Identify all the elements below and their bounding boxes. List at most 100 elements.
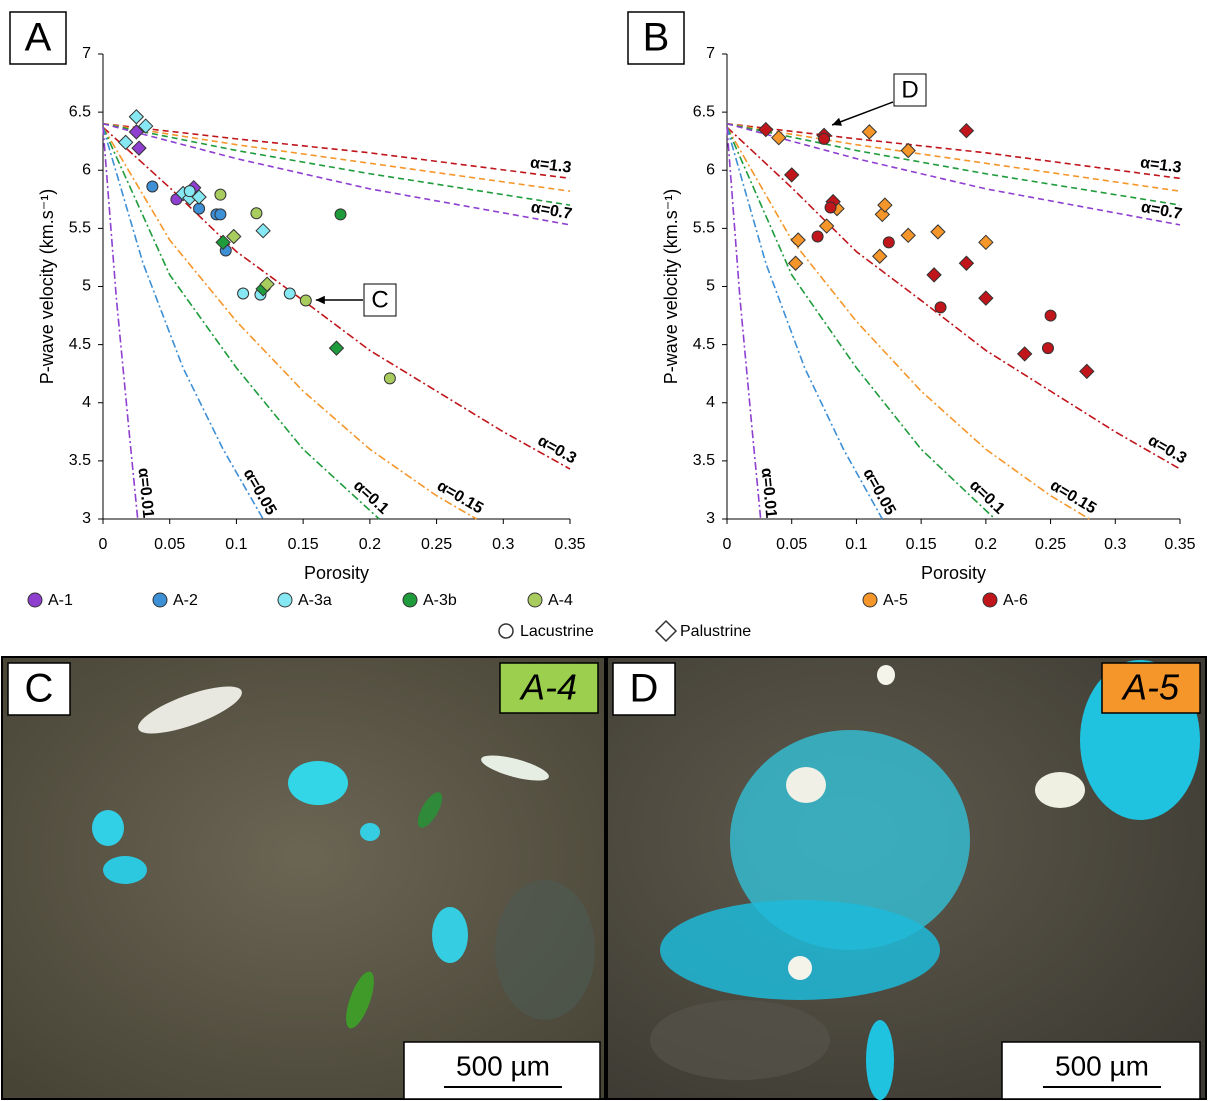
micrograph-c: C A-4 500 µm [1, 656, 606, 1100]
x-tick-label: 0.1 [845, 536, 867, 553]
x-tick-label: 0.05 [776, 536, 807, 553]
panel-box [9, 11, 67, 65]
legend-diamond [654, 619, 678, 643]
y-tick-label: 3.5 [69, 452, 91, 469]
x-tick-label: 0.25 [1035, 536, 1066, 553]
model-curve [102, 126, 478, 520]
marker-circle [193, 202, 206, 215]
legend-marker [527, 592, 543, 608]
y-tick-label: 7 [82, 45, 91, 62]
marker-diamond [226, 228, 242, 245]
marker-diamond [930, 224, 946, 240]
curve-label: α=0.01 [758, 467, 780, 519]
panel-label: D [630, 667, 659, 711]
x-tick-label: 0 [99, 536, 108, 553]
marker-circle [283, 287, 296, 300]
marker-circle [811, 230, 824, 243]
y-tick-label: 3 [706, 510, 715, 527]
model-curve [726, 126, 1181, 470]
marker-circle [818, 132, 831, 145]
x-tick-label: 0.3 [492, 536, 514, 553]
marker-diamond [259, 276, 275, 292]
model-curve [726, 127, 884, 520]
marker-diamond [131, 140, 147, 156]
model-curve [102, 127, 139, 520]
model-curve [726, 126, 1090, 520]
curve-label: α=1.3 [529, 155, 572, 177]
x-tick-label: 0.1 [225, 536, 247, 553]
annotation-arrow [831, 101, 894, 126]
legend-label: A-5 [883, 592, 908, 609]
marker-diamond [978, 290, 994, 306]
legend-label: A-2 [173, 592, 198, 609]
marker-diamond [758, 121, 774, 138]
curve-label: α=0.15 [1047, 477, 1099, 518]
marker-circle [334, 208, 347, 221]
y-tick-label: 5 [706, 278, 715, 295]
marker-circle [146, 180, 159, 193]
marker-diamond [818, 218, 835, 234]
legend-label: Palustrine [680, 623, 751, 640]
y-tick-label: 6.5 [693, 103, 715, 120]
curve-label: α=0.15 [434, 477, 486, 517]
panel-box [627, 11, 685, 65]
x-tick-label: 0.25 [421, 536, 452, 553]
marker-diamond [926, 267, 942, 283]
model-curve [102, 122, 571, 226]
marker-circle [1044, 309, 1057, 322]
model-curve [102, 126, 571, 470]
y-tick-label: 4 [82, 394, 91, 411]
curve-label: α=1.3 [1139, 154, 1182, 176]
annotation-box [893, 73, 927, 107]
marker-circle [183, 185, 196, 198]
legend-marker [27, 592, 43, 608]
legend-marker [402, 592, 418, 608]
model-curve [726, 126, 996, 520]
marker-diamond [900, 142, 916, 159]
x-tick-label: 0.3 [1104, 536, 1126, 553]
y-tick-label: 3 [82, 510, 91, 527]
model-curve [102, 122, 571, 180]
marker-diamond [1016, 346, 1033, 362]
model-curve [102, 127, 264, 520]
marker-circle [214, 208, 227, 221]
model-curve [102, 122, 571, 206]
annotation-box [363, 283, 397, 317]
curve-label: α=0.7 [1140, 199, 1184, 223]
marker-diamond [877, 197, 893, 213]
legend-marker [982, 592, 998, 608]
marker-diamond [784, 167, 800, 183]
marker-diamond [978, 234, 994, 251]
x-axis-title: Porosity [921, 563, 986, 583]
marker-circle [299, 294, 312, 307]
legend-marker [152, 592, 168, 608]
x-tick-label: 0.2 [975, 536, 997, 553]
y-tick-label: 5.5 [69, 220, 91, 237]
model-curve [726, 122, 1181, 206]
y-tick-label: 7 [706, 45, 715, 62]
annotation-label: C [371, 286, 388, 313]
sample-label: A-5 [1121, 667, 1180, 708]
legend-label: A-4 [548, 592, 573, 609]
curve-label: α=0.05 [859, 466, 898, 518]
annotation-label: D [901, 76, 918, 103]
y-tick-label: 5 [82, 278, 91, 295]
marker-diamond [255, 222, 271, 239]
curve-label: α=0.01 [135, 467, 157, 519]
scale-bar-label: 500 µm [1055, 1050, 1149, 1081]
marker-diamond [215, 234, 231, 251]
panel-label: C [25, 667, 54, 711]
y-tick-label: 6 [82, 161, 91, 178]
y-tick-label: 4 [706, 394, 715, 411]
marker-diamond [771, 129, 787, 146]
x-tick-label: 0.35 [1164, 536, 1195, 553]
x-tick-label: 0.2 [359, 536, 381, 553]
marker-diamond [128, 124, 145, 140]
legend-circle [498, 623, 514, 639]
y-tick-label: 6 [706, 161, 715, 178]
y-axis-title: P-wave velocity (km.s⁻¹) [661, 189, 681, 385]
marker-circle [214, 188, 227, 201]
marker-diamond [861, 124, 878, 140]
y-tick-label: 4.5 [69, 336, 91, 353]
legend-marker [862, 592, 878, 608]
